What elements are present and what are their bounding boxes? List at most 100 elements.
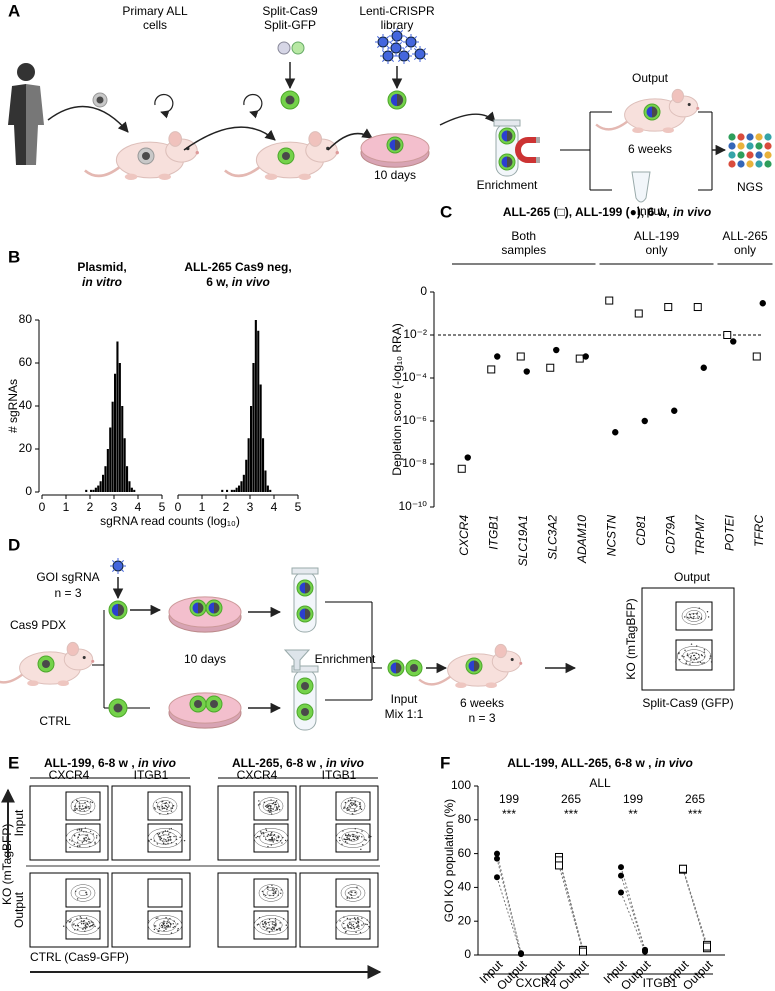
virus <box>377 36 389 48</box>
flow-event <box>147 919 150 922</box>
flow-event <box>268 804 270 806</box>
flow-event <box>338 836 341 839</box>
cell-core <box>507 156 513 168</box>
a-step-label: Lenti-CRISPR <box>359 4 435 18</box>
virus-spike <box>400 29 404 33</box>
flow-event <box>81 805 84 807</box>
flow-event <box>258 800 260 802</box>
flow-contour <box>65 828 101 848</box>
ngs-dot <box>755 133 763 141</box>
text-part: ALL-199, 6-8 w , <box>44 756 138 770</box>
flow-event <box>348 838 351 841</box>
flow-event <box>165 805 168 808</box>
significance: *** <box>688 807 702 821</box>
flow-event <box>75 799 78 802</box>
flow-frame <box>217 785 297 861</box>
flow-frame <box>29 785 109 861</box>
flow-event <box>85 923 87 925</box>
split-virus <box>277 41 291 55</box>
y-tick-label: 40 <box>458 880 472 894</box>
hist-bar <box>104 466 107 492</box>
flow-event <box>167 842 169 845</box>
x-tick-label: 1 <box>63 500 70 514</box>
flow-event <box>90 925 92 927</box>
flow-event <box>266 927 269 930</box>
square <box>555 861 563 870</box>
virus-spike <box>389 41 393 45</box>
dot <box>582 353 589 360</box>
flow-event <box>351 925 353 927</box>
virus-spike <box>376 35 380 39</box>
flow-event <box>168 833 170 835</box>
cell-core <box>96 96 104 104</box>
flow-event <box>85 837 87 839</box>
cell <box>296 605 314 623</box>
flow-contour <box>347 834 359 842</box>
flow-event <box>684 649 686 651</box>
flow-event <box>78 802 81 804</box>
c-title: ALL-265 (□), ALL-199 (●), 6 w, in vivo <box>503 205 711 219</box>
flow-event <box>356 886 358 888</box>
flow-event <box>94 841 96 844</box>
flow-event <box>348 837 350 840</box>
hist-bar <box>121 406 124 492</box>
flow-contour <box>689 612 699 620</box>
flow-event <box>703 651 706 653</box>
x-tick-label: 2 <box>223 500 230 514</box>
square <box>693 303 702 312</box>
f-subtitle: ALL <box>589 776 611 790</box>
flow-event <box>162 923 165 926</box>
flow-event <box>158 835 160 838</box>
flow-event <box>364 838 366 841</box>
flow-event <box>153 928 156 931</box>
cell <box>296 677 314 695</box>
e-x-label: CTRL (Cas9-GFP) <box>30 950 129 964</box>
flow-event <box>183 839 186 842</box>
flow-event <box>159 836 162 838</box>
flow-event <box>269 805 271 807</box>
mouse-ear <box>66 641 79 657</box>
flow-event <box>83 922 85 925</box>
flow-event <box>77 836 79 839</box>
cell-bfp <box>208 602 214 614</box>
flow-contour <box>159 921 171 929</box>
mouse-foot <box>662 127 674 134</box>
flow-event <box>88 806 90 808</box>
text-part: in vivo <box>232 275 270 289</box>
flow-contour <box>682 649 706 663</box>
flow-event <box>360 848 362 851</box>
hist-bar <box>266 485 269 492</box>
ngs-dot <box>755 160 763 168</box>
y-tick-label: 10⁻⁴ <box>402 370 427 384</box>
flow-contour <box>258 797 284 815</box>
ngs-dot <box>728 160 736 168</box>
a-output: Output <box>632 71 669 85</box>
hist-bar <box>226 489 229 492</box>
hist-bar <box>126 466 129 492</box>
flow-event <box>79 916 82 918</box>
flow-event <box>84 924 87 927</box>
flow-contour <box>253 915 289 935</box>
flow-event <box>269 839 271 841</box>
dot <box>612 429 619 436</box>
pair-line <box>496 853 522 954</box>
flow-frame <box>111 785 191 861</box>
mouse-nose <box>195 150 199 155</box>
flow-event <box>268 918 271 921</box>
d-model: Cas9 PDX <box>10 618 66 632</box>
flow-frame <box>217 872 297 948</box>
panel-label: A <box>8 1 20 20</box>
flow-event <box>354 918 357 921</box>
flow-contour <box>340 797 366 815</box>
ngs-dot <box>737 133 745 141</box>
dot <box>523 368 530 375</box>
cell <box>280 90 300 110</box>
flow-event <box>350 839 352 841</box>
flow-contour <box>77 834 89 842</box>
d-duration: 6 weeks <box>460 696 504 710</box>
flow-event <box>86 923 89 926</box>
flow-event <box>698 616 701 618</box>
flow-event <box>692 613 695 615</box>
flow-event <box>177 929 179 932</box>
flow-event <box>74 835 76 837</box>
